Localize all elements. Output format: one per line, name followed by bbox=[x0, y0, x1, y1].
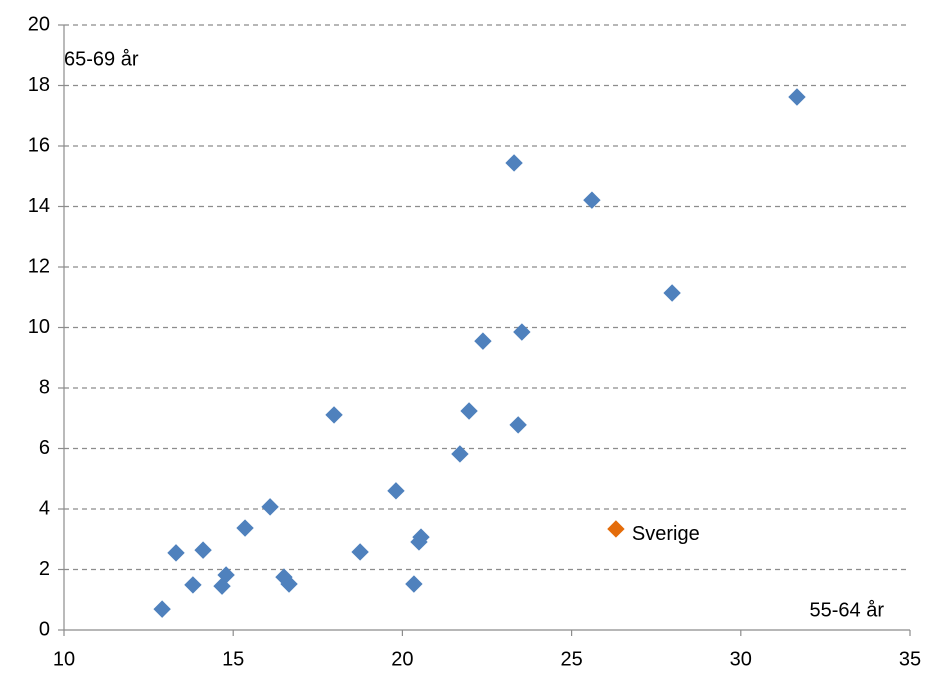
point bbox=[460, 402, 478, 420]
point bbox=[351, 543, 369, 561]
point bbox=[663, 284, 681, 302]
y-tick-label: 10 bbox=[28, 316, 50, 338]
point-label: Sverige bbox=[632, 523, 700, 545]
y-tick-label: 6 bbox=[39, 437, 50, 459]
point bbox=[412, 528, 430, 546]
point bbox=[153, 600, 171, 618]
x-axis-label: 55-64 år bbox=[810, 599, 885, 621]
x-tick-label: 35 bbox=[899, 648, 921, 670]
point bbox=[505, 154, 523, 172]
point bbox=[236, 519, 254, 537]
point bbox=[509, 416, 527, 434]
point bbox=[280, 575, 298, 593]
point bbox=[583, 191, 601, 209]
y-tick-label: 0 bbox=[39, 618, 50, 640]
point bbox=[405, 575, 423, 593]
y-tick-label: 2 bbox=[39, 558, 50, 580]
point bbox=[451, 445, 469, 463]
y-tick-label: 18 bbox=[28, 74, 50, 96]
point bbox=[607, 520, 625, 538]
point bbox=[325, 406, 343, 424]
point bbox=[194, 541, 212, 559]
point bbox=[788, 88, 806, 106]
y-tick-label: 14 bbox=[28, 195, 50, 217]
point bbox=[387, 482, 405, 500]
y-tick-label: 8 bbox=[39, 376, 50, 398]
x-tick-label: 20 bbox=[391, 648, 413, 670]
point bbox=[217, 566, 235, 584]
x-tick-label: 25 bbox=[560, 648, 582, 670]
point bbox=[474, 332, 492, 350]
y-tick-label: 4 bbox=[39, 497, 50, 519]
y-tick-label: 16 bbox=[28, 134, 50, 156]
point bbox=[167, 544, 185, 562]
point bbox=[513, 323, 531, 341]
point bbox=[184, 576, 202, 594]
x-tick-label: 10 bbox=[53, 648, 75, 670]
y-axis-label: 65-69 år bbox=[64, 48, 139, 70]
point bbox=[261, 498, 279, 516]
y-tick-label: 20 bbox=[28, 13, 50, 35]
y-tick-label: 12 bbox=[28, 255, 50, 277]
x-tick-label: 30 bbox=[730, 648, 752, 670]
x-tick-label: 15 bbox=[222, 648, 244, 670]
